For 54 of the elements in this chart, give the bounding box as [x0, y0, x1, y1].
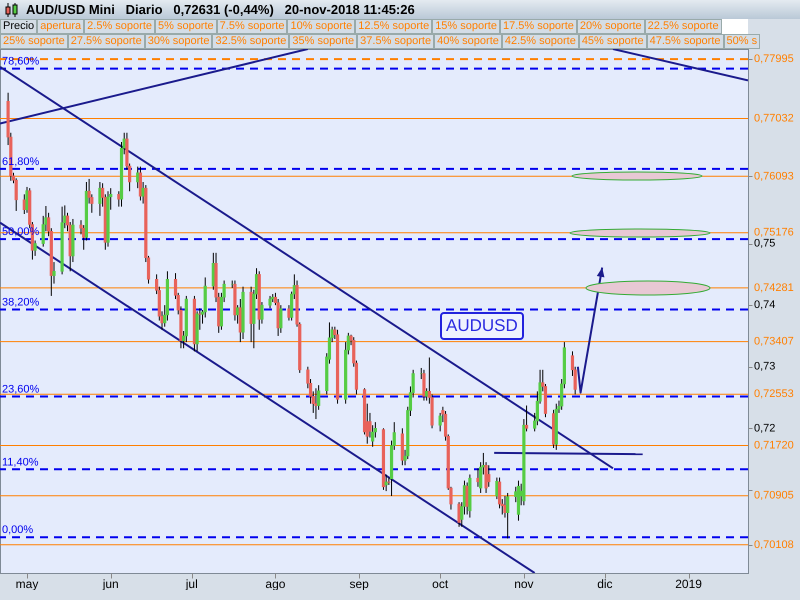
- x-tick-label: nov: [514, 577, 534, 591]
- text: 42.5% soporte: [502, 34, 579, 49]
- text: 5% soporte: [155, 19, 217, 34]
- text: 35% soporte: [289, 34, 358, 49]
- candlestick: [279, 304, 282, 334]
- candlestick: [260, 302, 264, 324]
- text: 10% soporte: [287, 19, 356, 34]
- chart-title: AUD/USD Mini Diario 0,72631 (-0,44%) 20-nov-2018 11:45:26: [26, 2, 415, 17]
- y-tick-label: 0,71720: [754, 440, 794, 452]
- ref-line-label: 11,40%: [2, 456, 39, 468]
- y-tick-label: 0,72553: [754, 388, 794, 400]
- text: 17.5% soporte: [500, 19, 577, 34]
- text: 22.5% soporte: [644, 19, 722, 34]
- candlestick: [268, 295, 272, 309]
- y-tick-label: 0,70905: [754, 490, 794, 502]
- candlestick: [487, 464, 490, 488]
- text: 25% soporte: [0, 34, 68, 49]
- y-tick-label: 0,77995: [754, 53, 794, 66]
- y-tick-label: 0,72: [754, 422, 776, 434]
- text: 15% soporte: [432, 19, 500, 34]
- ref-line-label: 23,60%: [2, 384, 40, 396]
- text: 12.5% soporte: [355, 19, 432, 34]
- y-tick-label: 0,75: [754, 238, 776, 250]
- text: 2.5% soporte: [84, 19, 155, 34]
- y-tick-label: 0,73: [754, 360, 776, 373]
- ref-line-label: 38,20%: [2, 296, 40, 309]
- text: 50% s: [724, 34, 760, 49]
- y-tick-label: 0,76093: [754, 170, 794, 182]
- text: 27.5% soporte: [68, 34, 145, 49]
- text: 20% soporte: [576, 19, 645, 34]
- text: 40% soporte: [434, 34, 502, 49]
- y-tick-label: 0,73407: [754, 336, 794, 348]
- text: 32.5% soporte: [212, 34, 290, 49]
- text: 45% soporte: [578, 34, 647, 49]
- y-tick-label: 0,70108: [754, 538, 794, 551]
- ref-line-label: 0,00%: [2, 524, 34, 536]
- x-tick-label: 2019: [675, 577, 702, 591]
- ref-line-label: 78,60%: [2, 56, 40, 68]
- text: apertura: [37, 19, 84, 34]
- annotation: AUDUSD: [440, 312, 524, 340]
- text: 47.5% soporte: [646, 34, 724, 49]
- text: Precio: [0, 19, 38, 34]
- y-tick-label: 0,77032: [754, 112, 794, 124]
- y-tick-label: 0,74281: [754, 282, 794, 294]
- text: 7.5% soporte: [216, 19, 288, 34]
- y-tick-label: 0,75176: [754, 226, 794, 239]
- text: 37.5% soporte: [357, 34, 434, 49]
- x-tick-label: oct: [432, 577, 449, 591]
- y-tick-label: 0,74: [754, 299, 776, 312]
- x-tick-label: dic: [597, 577, 613, 591]
- candlestick: [506, 492, 510, 540]
- candlestick: [136, 166, 140, 189]
- candlestick: [422, 369, 426, 402]
- text: 30% soporte: [144, 34, 212, 49]
